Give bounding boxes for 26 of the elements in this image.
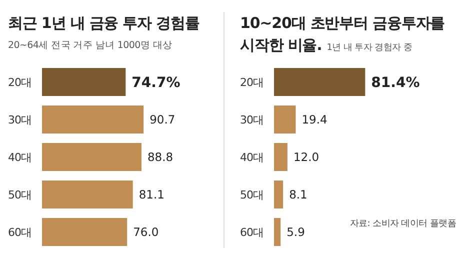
subtitle: 20~64세 전국 거주 남녀 1000명 대상 xyxy=(8,40,172,51)
category: 40대 xyxy=(240,151,264,164)
value-label: 76.0 xyxy=(133,225,159,239)
value-label: 12.0 xyxy=(293,150,320,164)
value-label: 5.9 xyxy=(286,225,305,239)
subtitle: 1년 내 투자 경험자 중 xyxy=(326,43,412,53)
value-label: 74.7% xyxy=(132,75,180,91)
title: 시작한 비율. xyxy=(240,36,322,54)
category: 40대 xyxy=(8,151,32,164)
value-label: 19.4 xyxy=(302,112,328,126)
title: 최근 1년 내 금융 투자 경험률 xyxy=(8,14,200,32)
category: 60대 xyxy=(8,226,32,239)
category: 20대 xyxy=(8,76,32,89)
category: 30대 xyxy=(240,114,264,126)
category: 60대 xyxy=(240,226,264,239)
category: 50대 xyxy=(240,188,264,202)
category: 20대 xyxy=(240,76,264,89)
value-label: 90.7 xyxy=(150,112,176,126)
title: 10~20대 초반부터 금융투자를 xyxy=(240,14,445,32)
value-label: 88.8 xyxy=(147,150,174,164)
annotation: 자료: 소비자 데이터 플랫폼 xyxy=(350,219,456,229)
value-label: 81.4% xyxy=(371,75,420,91)
value-label: 81.1 xyxy=(138,188,164,202)
category: 30대 xyxy=(8,114,32,126)
category: 50대 xyxy=(8,188,32,202)
value-label: 8.1 xyxy=(289,188,308,202)
